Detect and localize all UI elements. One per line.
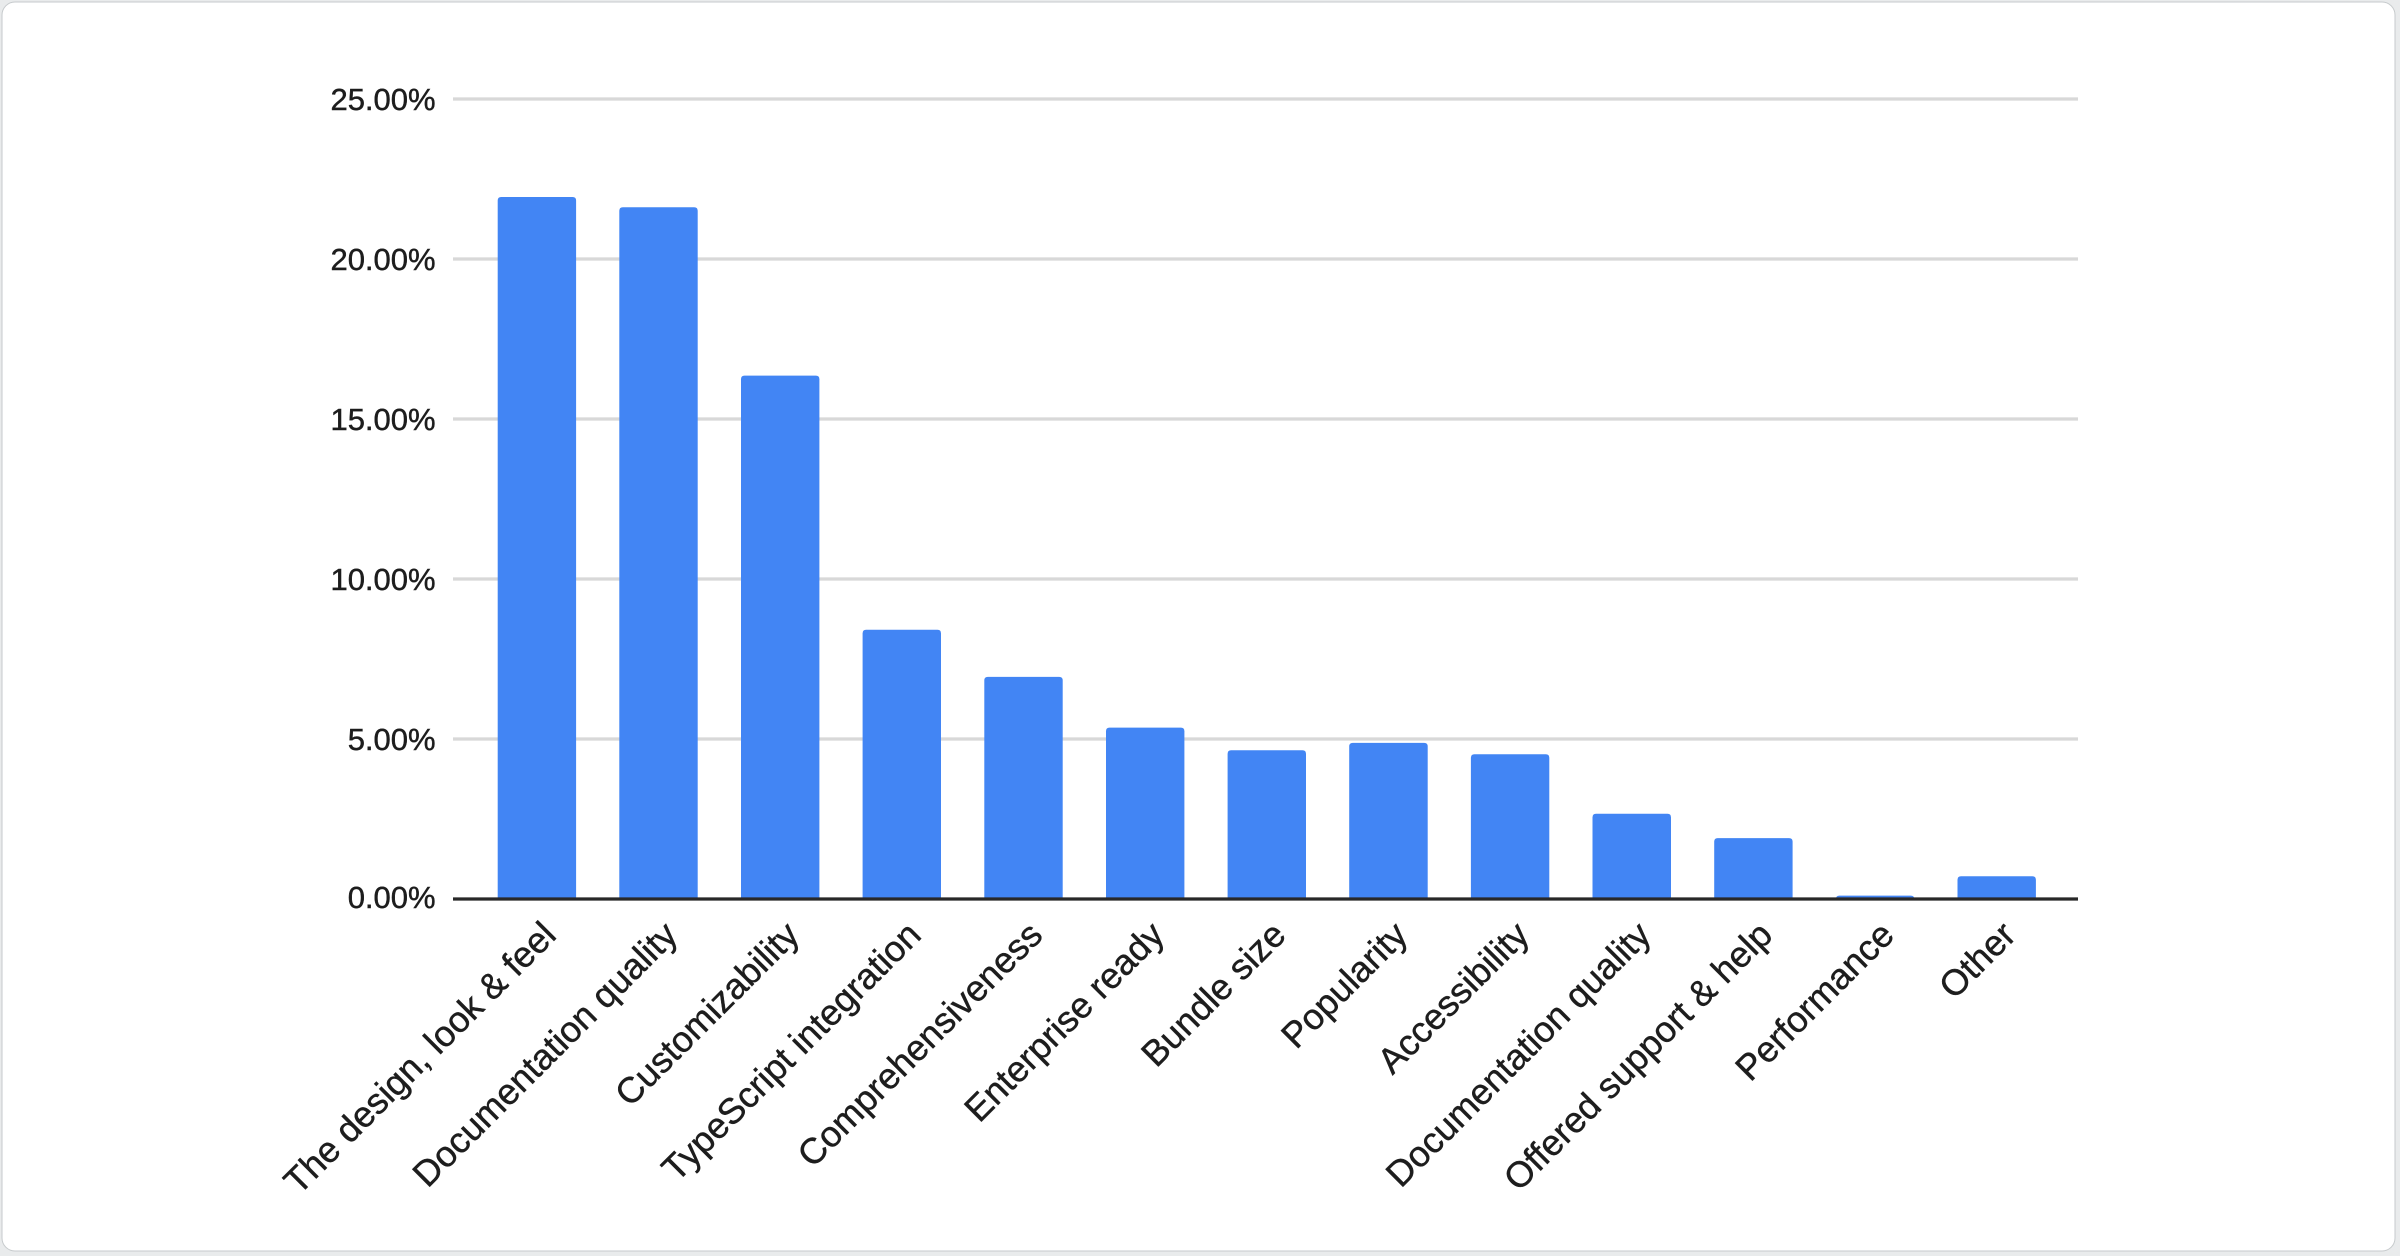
svg-text:15.00%: 15.00% xyxy=(330,402,435,437)
svg-text:10.00%: 10.00% xyxy=(330,562,435,597)
svg-text:5.00%: 5.00% xyxy=(348,722,436,757)
svg-text:20.00%: 20.00% xyxy=(330,242,435,277)
svg-text:0.00%: 0.00% xyxy=(348,880,436,915)
svg-text:25.00%: 25.00% xyxy=(330,82,435,117)
